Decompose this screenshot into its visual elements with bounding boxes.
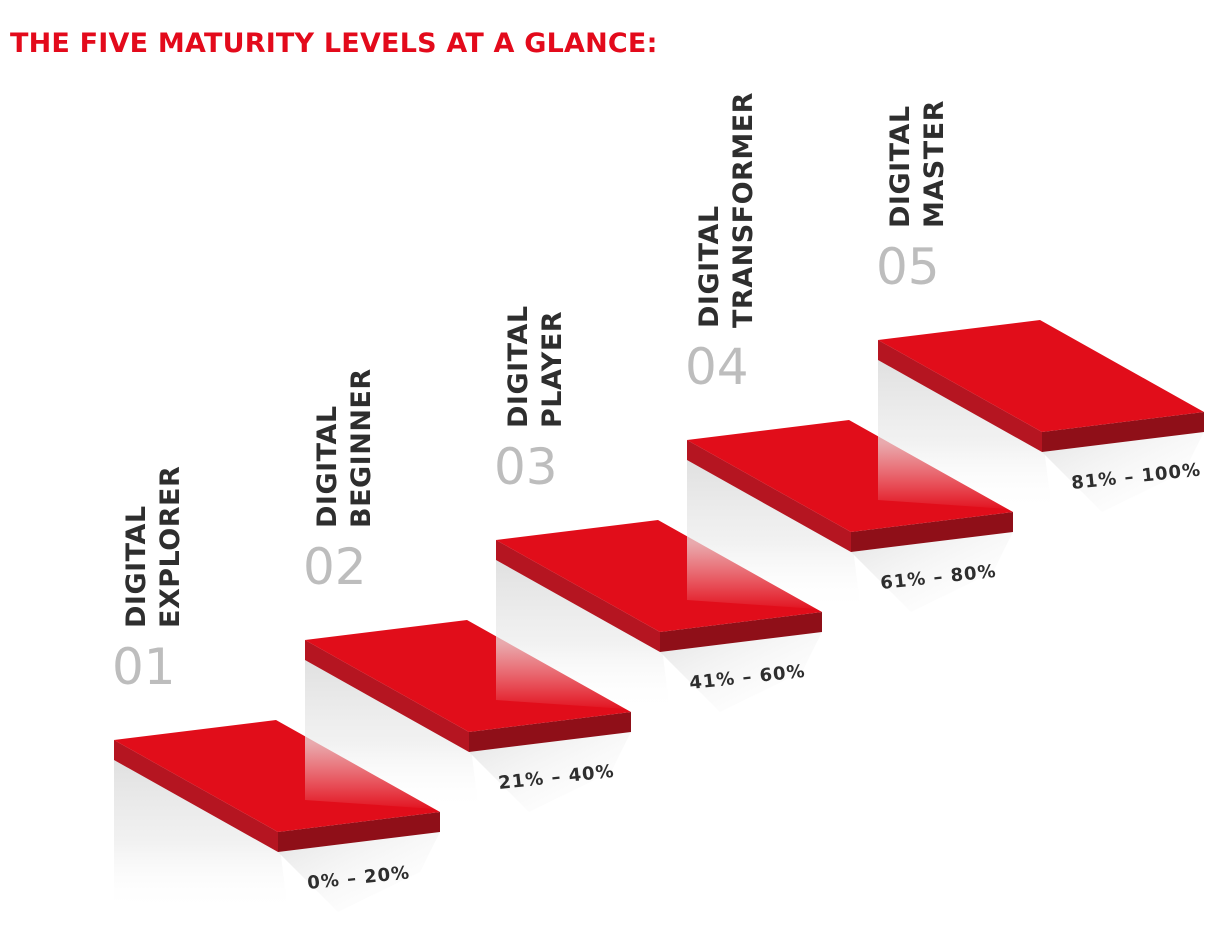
level-name-line1: DIGITAL — [885, 105, 916, 228]
level-name-line1: DIGITAL — [121, 505, 152, 628]
level-number: 02 — [303, 538, 367, 596]
step-front-face — [1042, 412, 1204, 452]
step-top-face — [114, 720, 440, 832]
step-side-face — [496, 540, 660, 652]
step-shadow — [469, 732, 631, 812]
level-name-line1: DIGITAL — [312, 405, 343, 528]
step-shadow — [278, 832, 440, 912]
level-name-line1: DIGITAL — [503, 305, 534, 428]
step-front-face — [469, 712, 631, 752]
step-shadow — [1042, 432, 1204, 512]
step-top-face — [687, 420, 1013, 532]
level-name-line1: DIGITAL — [694, 205, 725, 328]
level-number: 05 — [876, 238, 940, 296]
step-shadow — [851, 532, 1013, 612]
step-front-face — [660, 612, 822, 652]
level-name-line2: TRANSFORMER — [728, 92, 759, 328]
step-side-face — [687, 440, 851, 552]
step-top-face — [305, 620, 631, 732]
level-name-line2: MASTER — [919, 100, 950, 228]
level-name-line2: PLAYER — [537, 311, 568, 428]
level-number: 04 — [685, 338, 749, 396]
step-side-face — [878, 340, 1042, 452]
step-side-face — [114, 740, 278, 852]
level-number: 03 — [494, 438, 558, 496]
step-front-face — [278, 812, 440, 852]
level-name-line2: BEGINNER — [346, 368, 377, 528]
step-top-face — [496, 520, 822, 632]
step-side-face — [305, 640, 469, 752]
step-front-face — [851, 512, 1013, 552]
level-number: 01 — [112, 638, 176, 696]
step-top-face — [878, 320, 1204, 432]
step-shadow — [660, 632, 822, 712]
page-title: THE FIVE MATURITY LEVELS AT A GLANCE: — [10, 28, 658, 59]
level-name-line2: EXPLORER — [155, 466, 186, 628]
